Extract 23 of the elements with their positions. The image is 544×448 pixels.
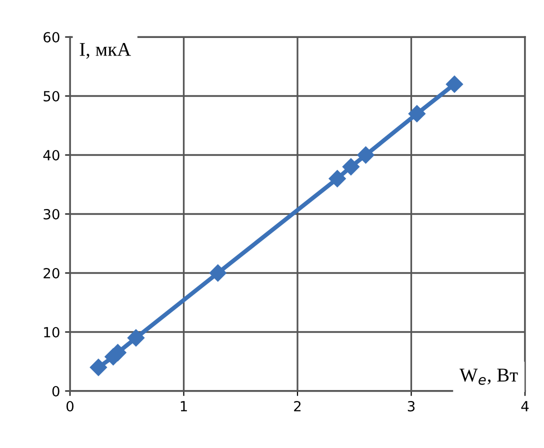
point <box>127 329 145 346</box>
x-tick-label: 1 <box>180 401 187 412</box>
x-axis-title: W$_{e}$, Вт <box>459 368 518 385</box>
point <box>328 170 346 188</box>
y-tick-label: 10 <box>44 326 60 338</box>
point <box>342 158 360 176</box>
point <box>357 146 374 164</box>
point <box>109 344 126 362</box>
point <box>90 358 107 376</box>
point <box>209 264 226 282</box>
y-axis-title: I, мкА <box>80 42 131 59</box>
y-tick-label: 40 <box>43 150 60 160</box>
x-tick-label: 2 <box>294 400 301 412</box>
x-tick-label: 4 <box>521 401 529 412</box>
point <box>408 105 426 122</box>
y-tick-label: 20 <box>44 268 60 278</box>
x-tick-label: 3 <box>408 400 415 412</box>
y-tick-label: 30 <box>44 208 60 220</box>
point <box>446 76 464 93</box>
x-tick-label: 0 <box>66 400 74 412</box>
y-tick-label: 0 <box>52 386 60 396</box>
y-tick-label: 60 <box>44 32 60 42</box>
y-tick-label: 50 <box>44 90 60 102</box>
